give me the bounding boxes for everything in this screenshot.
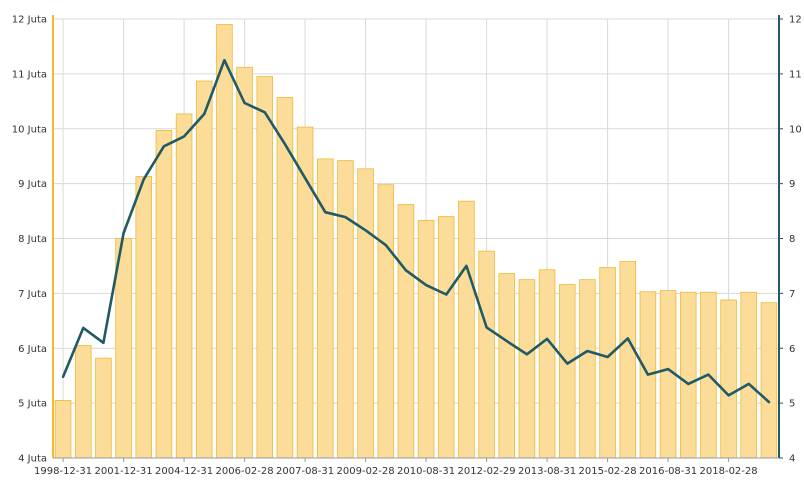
bar [135,176,153,459]
bar [337,160,354,459]
bar [619,261,637,459]
bar [357,168,374,459]
x-tick-label: 2010-08-31 [397,466,455,477]
bar [760,302,778,459]
bar [397,204,415,459]
bar [155,129,173,459]
right-tick-label: 9 [789,179,795,190]
left-tick-label: 5 Juta [18,399,47,410]
left-tick-label: 11 Juta [12,69,47,80]
x-tick-label: 2004-12-31 [155,466,213,477]
right-tick-label: 6 [789,344,795,355]
left-tick-label: 12 Juta [12,15,47,26]
left-tick-label: 4 Juta [18,454,47,465]
bar [175,113,193,459]
bar [458,200,475,459]
left-tick-label: 9 Juta [18,179,47,190]
right-tick-label: 5 [789,399,795,410]
bar-series [54,24,778,459]
x-tick-label: 2015-02-28 [579,466,637,477]
right-tick-label: 8 [789,234,795,245]
bar [95,357,112,459]
x-tick-label: 2013-08-31 [518,466,576,477]
bar [579,279,596,459]
x-tick-label: 1998-12-31 [34,466,92,477]
series-line [61,58,771,404]
bar [478,250,495,459]
right-tick-label: 4 [789,454,795,465]
bar [740,291,758,459]
bar [518,279,536,459]
right-tick-labels: 4 5 6 7 8 9 10 11 12 [789,15,802,465]
bar [377,184,395,459]
bar [216,24,233,459]
bar [599,267,616,459]
bar [437,216,455,459]
bar [256,76,274,459]
bar [115,238,132,459]
bar [498,273,516,459]
right-tick-label: 11 [789,69,802,80]
left-tick-label: 10 Juta [12,124,47,135]
x-tick-labels: 1998-12-31 2001-12-31 2004-12-31 2006-02-28… [34,466,758,477]
axes [52,15,783,462]
left-tick-label: 8 Juta [18,234,47,245]
x-tick-label: 2009-02-28 [337,466,395,477]
x-tick-label: 2006-02-28 [216,466,274,477]
x-tick-label: 2012-02-29 [458,466,516,477]
bar [236,66,253,459]
bar [195,80,213,459]
left-tick-labels: 4 Juta 5 Juta 6 Juta 7 Juta 8 Juta 9 Juta 10 J… [12,15,47,465]
x-tick-label: 2007-08-31 [276,466,334,477]
bar [679,291,697,459]
x-tick-label: 2018-02-28 [700,466,758,477]
left-tick-label: 7 Juta [18,289,47,300]
x-tick-label: 2016-08-31 [639,466,697,477]
bar [558,284,576,459]
bar [538,269,556,459]
right-tick-label: 10 [789,124,802,135]
bar [74,345,92,459]
right-tick-label: 7 [789,289,795,300]
left-tick-label: 6 Juta [18,344,47,355]
bar [417,219,435,459]
x-tick-label: 2001-12-31 [95,466,153,477]
bar [54,399,72,459]
right-tick-label: 12 [789,15,802,26]
bar [720,299,737,459]
line-series [61,58,771,404]
